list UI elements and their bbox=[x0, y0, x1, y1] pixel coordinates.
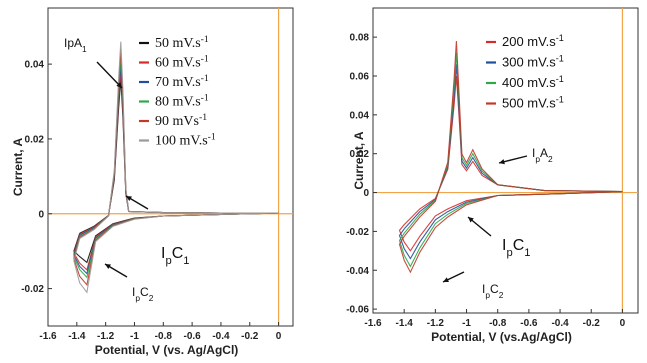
y-tick-label: 0.02 bbox=[350, 149, 370, 160]
x-tick-label: 0 bbox=[276, 331, 282, 342]
peak-annotation: IpC1 bbox=[161, 245, 189, 267]
annotation-arrowhead bbox=[116, 82, 122, 88]
annotation-arrowhead bbox=[126, 196, 132, 201]
annotation-arrowhead bbox=[499, 159, 505, 165]
y-tick-label: 0 bbox=[363, 188, 369, 199]
x-axis-label: Potential, V (vs. Ag/AgCl) bbox=[95, 343, 239, 357]
y-tick-label: -0.06 bbox=[346, 305, 369, 316]
y-tick-label: -0.04 bbox=[346, 266, 369, 277]
peak-annotation: IpC2 bbox=[482, 282, 504, 300]
x-tick-label: -1.2 bbox=[97, 331, 115, 342]
annotation-arrowhead bbox=[468, 217, 474, 223]
legend-label: 200 mV.s-1 bbox=[502, 33, 564, 49]
x-tick-label: -1 bbox=[462, 318, 471, 329]
peak-annotation: IpA1 bbox=[64, 36, 87, 54]
x-tick-label: -1 bbox=[130, 331, 139, 342]
y-tick-label: 0.06 bbox=[350, 71, 370, 82]
x-tick-label: -0.8 bbox=[155, 331, 173, 342]
cv-chart-left: -1.6 -1.4 -1.2 -1 -0.8 -0.6 -0.4 -0.2 0 0.04 0.02 0… bbox=[11, 7, 294, 357]
x-axis-label: Potential, V (vs.Ag/AgCl) bbox=[431, 330, 572, 344]
x-tick-label: -0.8 bbox=[489, 318, 507, 329]
x-tick-label: -0.6 bbox=[184, 331, 202, 342]
x-tick-label: 0 bbox=[620, 318, 626, 329]
x-tick-label: -1.6 bbox=[364, 318, 382, 329]
legend-label: 500 mV.s-1 bbox=[502, 95, 564, 111]
plot-frame bbox=[372, 7, 639, 314]
peak-annotation: IpA2 bbox=[532, 146, 553, 164]
x-tick-label: -1.2 bbox=[427, 318, 445, 329]
y-tick-label: 0.04 bbox=[25, 60, 45, 71]
y-tick-label: 0 bbox=[38, 209, 44, 220]
y-tick-label: 0.08 bbox=[350, 33, 370, 44]
peak-annotation: IpC2 bbox=[132, 285, 154, 303]
x-tick-label: -0.6 bbox=[520, 318, 538, 329]
y-tick-label: -0.02 bbox=[346, 227, 369, 238]
annotation-arrow bbox=[96, 61, 123, 89]
legend-label: 50 mV.s-1 bbox=[155, 34, 209, 52]
y-axis-label: Current, A bbox=[11, 138, 25, 197]
y-tick-label: 0.04 bbox=[350, 110, 370, 121]
legend-label: 90 mVs-1 bbox=[155, 112, 207, 130]
y-tick-label: -0.02 bbox=[21, 284, 44, 295]
x-tick-label: -0.2 bbox=[583, 318, 601, 329]
x-tick-label: -0.4 bbox=[212, 331, 230, 342]
cv-chart-right: -1.6 -1.4 -1.2 -1 -0.8 -0.6 -0.4 -0.2 0 0.08 0.06 0… bbox=[346, 7, 639, 344]
annotation-arrowhead bbox=[443, 277, 449, 283]
peak-annotation: IpC1 bbox=[502, 237, 530, 259]
y-tick-label: 0.02 bbox=[25, 134, 45, 145]
x-tick-label: -1.4 bbox=[68, 331, 86, 342]
legend-label: 80 mV.s-1 bbox=[155, 92, 209, 110]
legend-label: 100 mV.s-1 bbox=[155, 131, 216, 149]
series-line bbox=[73, 41, 279, 294]
annotation-arrowhead bbox=[105, 264, 111, 269]
x-tick-label: -1.4 bbox=[396, 318, 414, 329]
series-line bbox=[398, 40, 623, 274]
x-tick-label: -1.6 bbox=[39, 331, 57, 342]
y-axis-label: Current, A bbox=[352, 131, 366, 190]
legend-label: 400 mV.s-1 bbox=[502, 74, 564, 90]
x-tick-label: -0.4 bbox=[551, 318, 569, 329]
x-tick-label: -0.2 bbox=[241, 331, 259, 342]
plot-frame bbox=[47, 7, 294, 327]
legend-label: 60 mV.s-1 bbox=[155, 53, 209, 71]
legend-label: 300 mV.s-1 bbox=[502, 54, 564, 70]
series-line bbox=[398, 64, 623, 260]
legend-label: 70 mV.s-1 bbox=[155, 73, 209, 91]
